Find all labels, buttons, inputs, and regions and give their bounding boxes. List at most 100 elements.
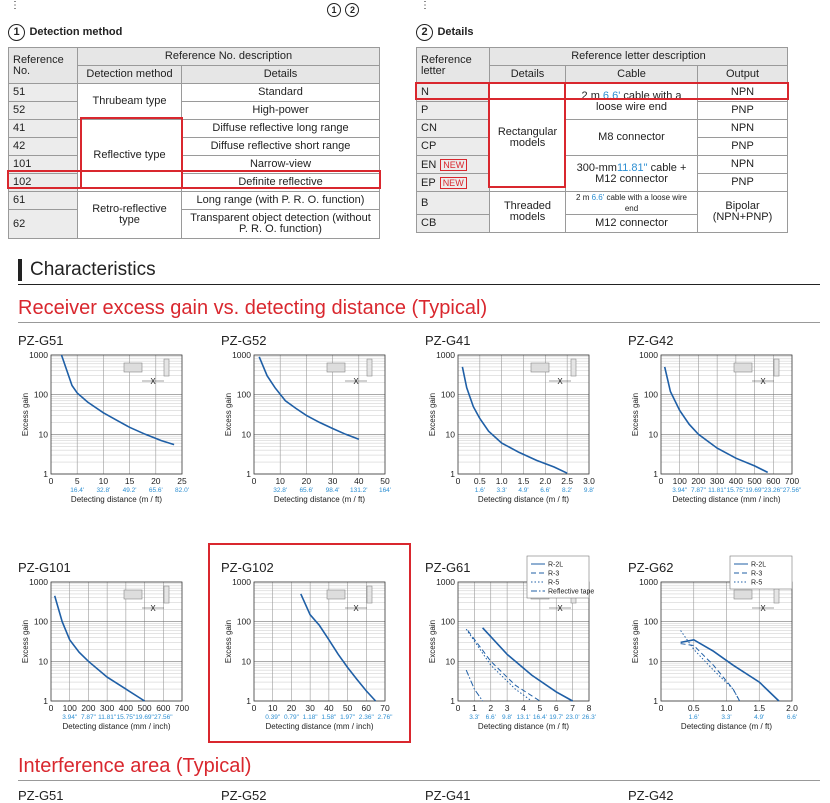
x-tick-label-alt: 7.87" [691, 487, 707, 494]
legend-label: R-3 [751, 571, 762, 578]
details-cell: Narrow-view [181, 155, 380, 174]
x-tick-label: 1.0 [496, 476, 508, 486]
x-tick-label: 10 [268, 703, 278, 713]
series-line [680, 630, 741, 702]
x-tick-label: 700 [785, 476, 799, 486]
chart-title: PZ-G51 [18, 333, 64, 348]
x-tick-label-alt: 3.94" [62, 714, 78, 721]
y-tick-label: 100 [34, 617, 48, 627]
method-cell: Thrubeam type [77, 83, 182, 120]
ref-cell: 41 [8, 119, 78, 138]
x-tick-label: 70 [380, 703, 390, 713]
x-tick-label-alt: 4.9' [754, 714, 764, 721]
chart-title: PZ-G102 [221, 560, 274, 575]
x-tick-label-alt: 1.97" [340, 714, 356, 721]
legend-box [526, 555, 590, 599]
section2-number: 2 [416, 24, 433, 41]
x-tick-label: 700 [175, 703, 189, 713]
sensor-icon [733, 589, 753, 600]
y-tick-label: 100 [34, 390, 48, 400]
series-line [467, 630, 541, 702]
x-tick-label: 40 [354, 476, 364, 486]
x-tick-label: 0 [659, 703, 664, 713]
x-tick-label-alt: 2.36" [359, 714, 375, 721]
details-cell: Rectangular models [489, 83, 566, 192]
x-axis-label: Detecting distance (m / ft) [478, 722, 569, 731]
y-tick-label: 100 [441, 390, 455, 400]
section1-header: 1 Detection method [8, 22, 122, 41]
table-row: 42 Diffuse reflective short range [8, 137, 380, 156]
legend-label: R-3 [548, 571, 559, 578]
x-tick-label: 600 [766, 476, 780, 486]
ref-cell: B [416, 191, 490, 215]
y-tick-label: 1000 [639, 350, 658, 360]
chart-pz-g41: PZ-G41 0 0.5 1.0 1.5 2.0 2.5 3.0 1.6' 3.3' 4.9' 6.6… [425, 333, 595, 504]
x-tick-label: 300 [710, 476, 724, 486]
x-tick-label: 2 [488, 703, 493, 713]
sensor-icon [326, 589, 346, 600]
x-tick-label: 0 [252, 476, 257, 486]
divider [18, 284, 820, 285]
x-axis-label: Detecting distance (mm / inch) [62, 722, 170, 731]
chart-title: PZ-G52 [221, 333, 267, 348]
chart-title: PZ-G61 [425, 560, 471, 575]
heading-bar [18, 259, 22, 281]
y-tick-label: 100 [237, 390, 251, 400]
x-tick-label: 600 [156, 703, 170, 713]
chart-title: PZ-G101 [18, 560, 71, 575]
distance-x-label: X [557, 604, 563, 613]
section2-title: Details [437, 26, 474, 38]
y-tick-label: 1 [43, 469, 48, 479]
x-tick-label: 15 [125, 476, 135, 486]
table-row: 61 Retro-reflective type Long range (wit… [8, 191, 380, 239]
target-icon [570, 358, 577, 377]
target-icon [366, 585, 373, 604]
x-tick-label-alt: 15.75" [727, 487, 746, 494]
x-tick-label: 30 [305, 703, 315, 713]
output-cell: Bipolar (NPN+PNP) [697, 191, 788, 233]
x-tick-label-alt: 82.0' [175, 487, 189, 494]
chart-title: PZ-G62 [628, 560, 674, 575]
col-head-output: Output [697, 65, 788, 84]
circle-1-icon: 1 [327, 3, 341, 17]
ref-cell: 42 [8, 137, 78, 156]
interference-label: PZ-G42 [628, 788, 674, 803]
y-tick-label: 100 [237, 617, 251, 627]
x-tick-label: 0 [659, 476, 664, 486]
details-cell: Definite reflective [181, 173, 380, 192]
x-tick-label: 0.5 [688, 703, 700, 713]
table-row: CB M12 connector [416, 214, 788, 233]
x-tick-label: 100 [63, 703, 77, 713]
x-tick-label: 7 [570, 703, 575, 713]
target-icon [366, 358, 373, 377]
x-tick-label-alt: 6.6' [486, 714, 496, 721]
y-tick-label: 1 [450, 469, 455, 479]
ref-cell: 52 [8, 101, 78, 120]
x-tick-label: 4 [521, 703, 526, 713]
interference-heading: Interference area (Typical) [18, 755, 252, 777]
x-tick-label-alt: 19.7' [549, 714, 563, 721]
x-tick-label-alt: 11.81" [708, 487, 727, 494]
distance-x-label: X [557, 377, 563, 386]
series-line [482, 627, 573, 702]
col-head-ref-letter: Reference letter [416, 47, 490, 84]
output-cell: NPN [697, 119, 788, 138]
x-tick-label: 1.5 [753, 703, 765, 713]
y-tick-label: 1000 [232, 577, 251, 587]
plot-frame [457, 354, 590, 475]
x-tick-label: 1 [472, 703, 477, 713]
x-tick-label-alt: 32.8' [96, 487, 110, 494]
details-cell: Diffuse reflective short range [181, 137, 380, 156]
arrow-down-icon: ⋮ [420, 0, 430, 11]
x-tick-label-alt: 13.1' [517, 714, 531, 721]
interference-label: PZ-G41 [425, 788, 471, 803]
y-tick-label: 10 [446, 429, 456, 439]
interference-label: PZ-G52 [221, 788, 267, 803]
plot-frame [50, 354, 183, 475]
chart-pz-g51: PZ-G51 0 5 10 15 20 25 16.4' 32.8' 49.2' 65.6' 82.0… [18, 333, 189, 504]
x-tick-label: 30 [328, 476, 338, 486]
x-tick-label: 5 [75, 476, 80, 486]
x-tick-label: 3 [505, 703, 510, 713]
series-line [53, 595, 146, 702]
x-tick-label-alt: 131.2' [350, 487, 368, 494]
